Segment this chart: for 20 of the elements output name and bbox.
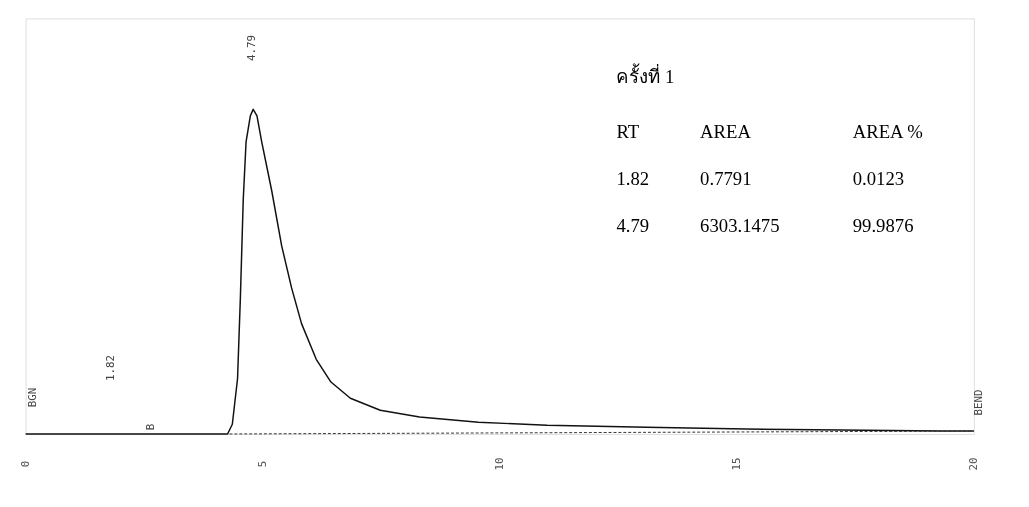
annotation: BEND [971,389,985,416]
annotation: 0.0123 [852,167,905,189]
x-tick-label: 0 [19,460,33,468]
annotation: B [143,423,157,431]
annotation: AREA % [852,120,923,142]
annotation: RT [616,120,640,142]
x-tick-label: 5 [256,460,270,468]
annotation: 6303.1475 [700,215,780,237]
annotation: 4.79 [616,215,650,237]
annotation: BGN [26,387,40,408]
annotation: 99.9876 [852,215,914,237]
x-tick-label: 20 [967,457,981,471]
annotation: AREA [700,120,752,142]
annotation: 1.82 [616,167,650,189]
text: 4.79 [245,34,259,62]
x-tick-label: 15 [730,457,744,471]
x-tick-label: 10 [493,457,507,471]
text: ครั้งที่ 1 [616,63,675,88]
annotation: 0.7791 [700,167,752,189]
annotation: 1.82 [104,354,118,382]
